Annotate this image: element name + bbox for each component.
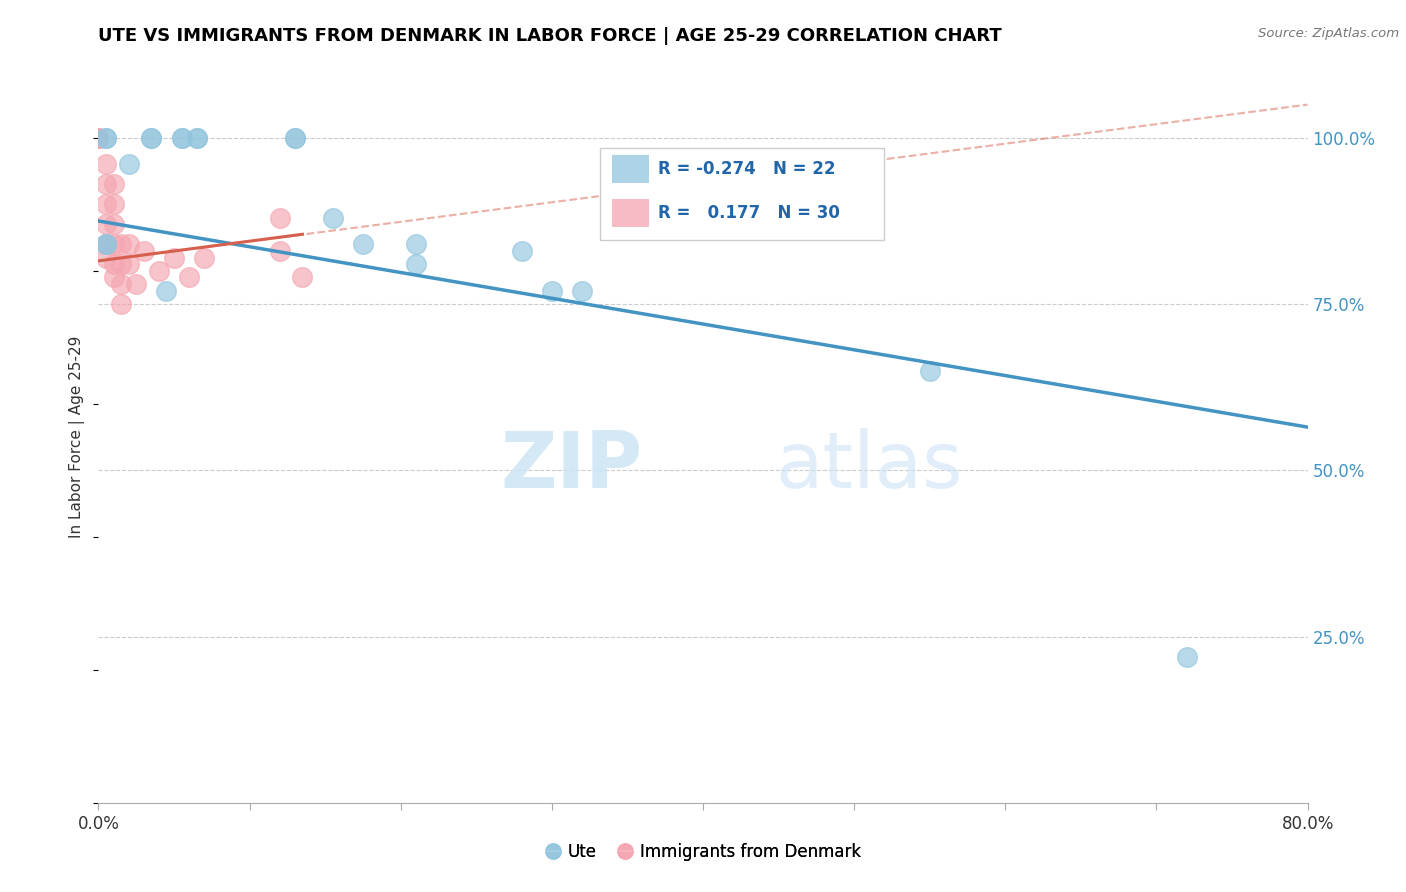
FancyBboxPatch shape	[600, 148, 884, 240]
Point	[170, 131, 193, 145]
Point	[125, 277, 148, 292]
Point	[94, 131, 117, 145]
Point	[94, 237, 117, 252]
Point	[87, 131, 110, 145]
Point	[352, 237, 374, 252]
Point	[94, 197, 117, 211]
Text: Source: ZipAtlas.com: Source: ZipAtlas.com	[1258, 27, 1399, 40]
Point	[118, 257, 141, 271]
Point	[110, 257, 132, 271]
Text: ZIP: ZIP	[501, 428, 643, 504]
Point	[1175, 649, 1198, 664]
Point	[179, 270, 201, 285]
Point	[103, 197, 125, 211]
Text: R = -0.274   N = 22: R = -0.274 N = 22	[658, 160, 835, 178]
Text: R =   0.177   N = 30: R = 0.177 N = 30	[658, 203, 841, 221]
Point	[163, 251, 186, 265]
Point	[193, 251, 215, 265]
Point	[291, 270, 314, 285]
Text: atlas: atlas	[776, 428, 963, 504]
Point	[94, 217, 117, 231]
Point	[571, 284, 593, 298]
Point	[186, 131, 208, 145]
Point	[118, 157, 141, 171]
Point	[103, 257, 125, 271]
Point	[87, 131, 110, 145]
Y-axis label: In Labor Force | Age 25-29: In Labor Force | Age 25-29	[69, 336, 86, 538]
Point	[322, 211, 344, 225]
Point	[94, 178, 117, 192]
Point	[103, 270, 125, 285]
Point	[284, 131, 307, 145]
Point	[510, 244, 533, 258]
Point	[103, 178, 125, 192]
Point	[132, 244, 155, 258]
Point	[155, 284, 177, 298]
Point	[87, 131, 110, 145]
Legend: Ute, Immigrants from Denmark: Ute, Immigrants from Denmark	[538, 837, 868, 868]
Point	[405, 257, 427, 271]
Point	[170, 131, 193, 145]
Point	[94, 131, 117, 145]
Point	[141, 131, 163, 145]
Point	[148, 264, 170, 278]
Point	[103, 237, 125, 252]
Point	[918, 363, 941, 377]
Point	[186, 131, 208, 145]
Point	[94, 157, 117, 171]
Point	[118, 237, 141, 252]
Point	[94, 237, 117, 252]
Point	[94, 251, 117, 265]
Point	[269, 244, 291, 258]
Point	[141, 131, 163, 145]
Point	[103, 217, 125, 231]
Point	[284, 131, 307, 145]
Point	[540, 284, 562, 298]
Point	[269, 211, 291, 225]
Point	[110, 297, 132, 311]
FancyBboxPatch shape	[613, 155, 648, 183]
Point	[405, 237, 427, 252]
Point	[110, 277, 132, 292]
Point	[110, 237, 132, 252]
Point	[94, 237, 117, 252]
Text: UTE VS IMMIGRANTS FROM DENMARK IN LABOR FORCE | AGE 25-29 CORRELATION CHART: UTE VS IMMIGRANTS FROM DENMARK IN LABOR …	[98, 27, 1002, 45]
FancyBboxPatch shape	[613, 199, 648, 227]
